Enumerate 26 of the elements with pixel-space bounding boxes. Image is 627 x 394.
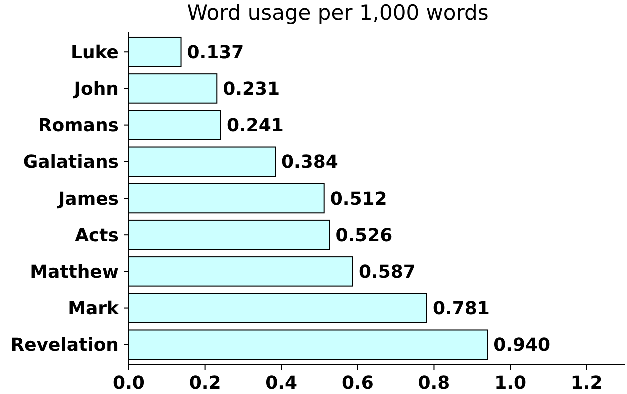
x-tick-label: 1.0: [494, 373, 526, 394]
chart-title: Word usage per 1,000 words: [187, 1, 489, 25]
data-label: 0.384: [282, 152, 338, 174]
x-tick-label: 0.0: [113, 373, 145, 394]
x-tick-label: 0.2: [189, 373, 222, 394]
x-tick-label: 0.8: [418, 373, 450, 394]
y-tick-label: Acts: [75, 225, 119, 246]
data-label: 0.526: [336, 225, 393, 246]
data-label: 0.781: [432, 298, 490, 320]
y-tick-label: Romans: [38, 116, 119, 137]
data-label: 0.231: [223, 79, 280, 100]
x-tick-label: 0.6: [342, 373, 374, 394]
y-tick-label: James: [56, 188, 119, 210]
data-label: 0.587: [358, 262, 416, 283]
data-label: 0.241: [226, 116, 284, 137]
data-label: 0.940: [494, 335, 551, 356]
data-label: 0.512: [330, 188, 388, 210]
y-tick-label: Galatians: [23, 152, 119, 174]
y-tick-label: Luke: [71, 42, 119, 64]
y-tick-label: Matthew: [30, 262, 119, 283]
y-tick-label: Revelation: [10, 335, 119, 356]
y-tick-label: John: [72, 79, 119, 100]
x-tick-label: 1.2: [570, 373, 603, 394]
x-tick-label: 0.4: [266, 373, 298, 394]
data-label: 0.137: [187, 42, 244, 64]
y-tick-label: Mark: [68, 298, 120, 320]
